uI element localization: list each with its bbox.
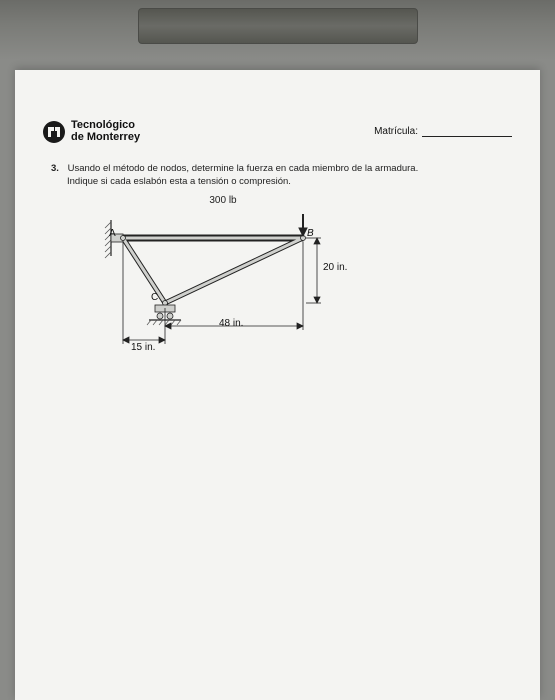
institution-line1: Tecnológico [71,120,140,132]
load-arrow [299,214,307,236]
problem-text-line2: Indique si cada eslabón esta a tensión o… [67,176,291,187]
truss-members [121,235,304,305]
header-row: Tecnológico de Monterrey Matrícula: [43,120,512,143]
institution-line2: de Monterrey [71,132,140,144]
matricula-label: Matrícula: [374,126,418,137]
logo-icon [43,121,65,143]
problem-text-line1: Usando el método de nodos, determine la … [68,163,419,174]
problem-number: 3. [51,163,65,174]
label-B: B [307,228,314,239]
truss-members-lines [123,238,303,303]
truss-members-fill [123,238,303,303]
institution-name: Tecnológico de Monterrey [71,120,140,143]
problem-statement: 3. Usando el método de nodos, determine … [67,163,504,189]
desk-handle [138,8,418,44]
matricula-field: Matrícula: [374,126,512,137]
label-48in: 48 in. [219,318,243,329]
label-A: A [109,228,116,239]
label-20in: 20 in. [323,262,347,273]
truss-figure: A B C 20 in. 48 in. 15 in. [103,208,363,358]
wall-support-A [105,220,111,258]
label-C: C [151,292,158,303]
roller-C [147,300,181,325]
load-label: 300 lb [133,195,313,206]
matricula-blank-line [422,127,512,137]
dim-20in [306,238,321,303]
worksheet-paper: Tecnológico de Monterrey Matrícula: 3. U… [15,70,540,700]
label-15in: 15 in. [131,342,155,353]
institution-logo: Tecnológico de Monterrey [43,120,140,143]
